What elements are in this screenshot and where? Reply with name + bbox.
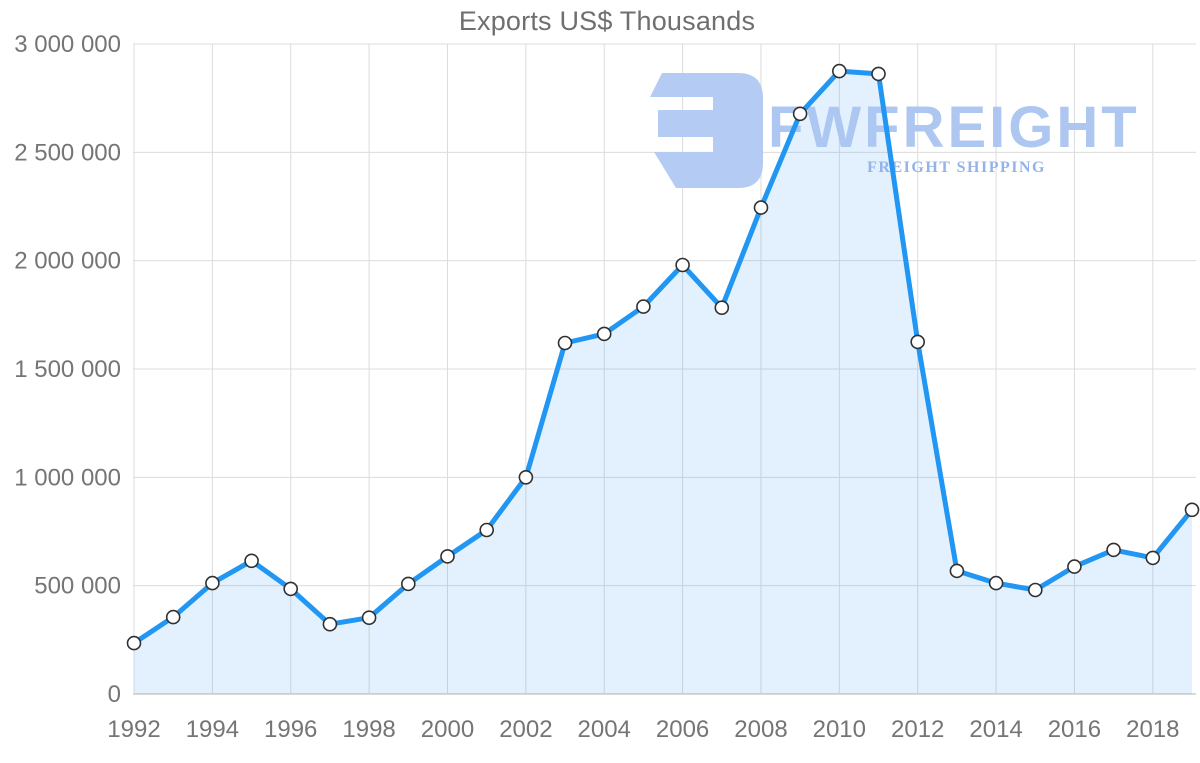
area-fill (134, 71, 1192, 695)
data-point-1999[interactable] (400, 576, 416, 592)
data-point-2004[interactable] (596, 326, 612, 342)
watermark-brand-text: FWFREIGHT (768, 95, 1140, 160)
data-point-2002[interactable] (518, 469, 534, 485)
y-axis-label: 3 000 000 (14, 31, 121, 58)
data-point-2011[interactable] (871, 66, 886, 82)
data-point-1992[interactable] (126, 635, 142, 651)
x-axis-labels: 1992 1994 1996 1998 2000 2002 2004 2006 2008 2010… (107, 716, 1179, 743)
x-axis-label: 2004 (578, 716, 631, 743)
x-axis-label: 2014 (969, 716, 1022, 743)
data-point-1998[interactable] (361, 610, 377, 626)
x-axis-label: 2012 (891, 716, 944, 743)
data-point-2016[interactable] (1067, 559, 1082, 574)
data-point-1997[interactable] (322, 616, 338, 632)
data-point-1995[interactable] (244, 553, 259, 569)
watermark-tagline-text: FREIGHT SHIPPING (867, 159, 1046, 176)
y-axis-label: 500 000 (34, 573, 121, 600)
y-axis-label: 0 (108, 681, 121, 708)
x-axis-label: 1998 (342, 716, 395, 743)
x-axis-label: 2006 (656, 716, 709, 743)
data-line (131, 68, 1195, 646)
data-point-1993[interactable] (165, 609, 181, 625)
chart-title: Exports US$ Thousands (458, 6, 756, 36)
watermark-logo-icon (650, 73, 763, 188)
data-point-1996[interactable] (283, 581, 299, 597)
y-axis-label: 2 000 000 (14, 248, 121, 275)
x-axis-label: 2018 (1126, 716, 1179, 743)
y-axis-labels: 0 500 000 1 000 000 1 500 000 2 000 000 2 500… (14, 31, 121, 708)
data-point-2007[interactable] (714, 300, 730, 316)
y-axis-label: 1 000 000 (14, 464, 121, 491)
y-axis-label: 2 500 000 (14, 139, 121, 166)
data-point-2005[interactable] (636, 299, 651, 314)
data-point-2000[interactable] (440, 549, 455, 564)
data-point-2017[interactable] (1106, 542, 1121, 558)
data-point-2010[interactable] (831, 63, 847, 79)
data-point-2014[interactable] (988, 575, 1004, 591)
x-axis-label: 1994 (186, 716, 239, 743)
data-point-2001[interactable] (479, 522, 495, 538)
data-point-2013[interactable] (949, 563, 965, 579)
x-axis-label: 2002 (499, 716, 552, 743)
x-axis-label: 1996 (264, 716, 317, 743)
data-point-2015[interactable] (1028, 582, 1043, 598)
y-axis-label: 1 500 000 (14, 356, 121, 383)
data-point-2012[interactable] (910, 334, 926, 350)
data-point-2018[interactable] (1145, 550, 1161, 566)
data-point-2003[interactable] (557, 335, 573, 351)
data-point-1994[interactable] (205, 575, 220, 591)
data-point-2019[interactable] (1184, 502, 1200, 518)
x-axis-label: 2000 (421, 716, 474, 743)
data-point-2009[interactable] (792, 106, 808, 122)
data-point-2006[interactable] (675, 257, 690, 273)
x-axis-label: 1992 (107, 716, 160, 743)
x-axis-label: 2008 (734, 716, 787, 743)
x-axis-label: 2010 (813, 716, 866, 743)
data-point-2008[interactable] (753, 200, 769, 215)
data-points (126, 63, 1200, 651)
x-axis-label: 2016 (1048, 716, 1101, 743)
